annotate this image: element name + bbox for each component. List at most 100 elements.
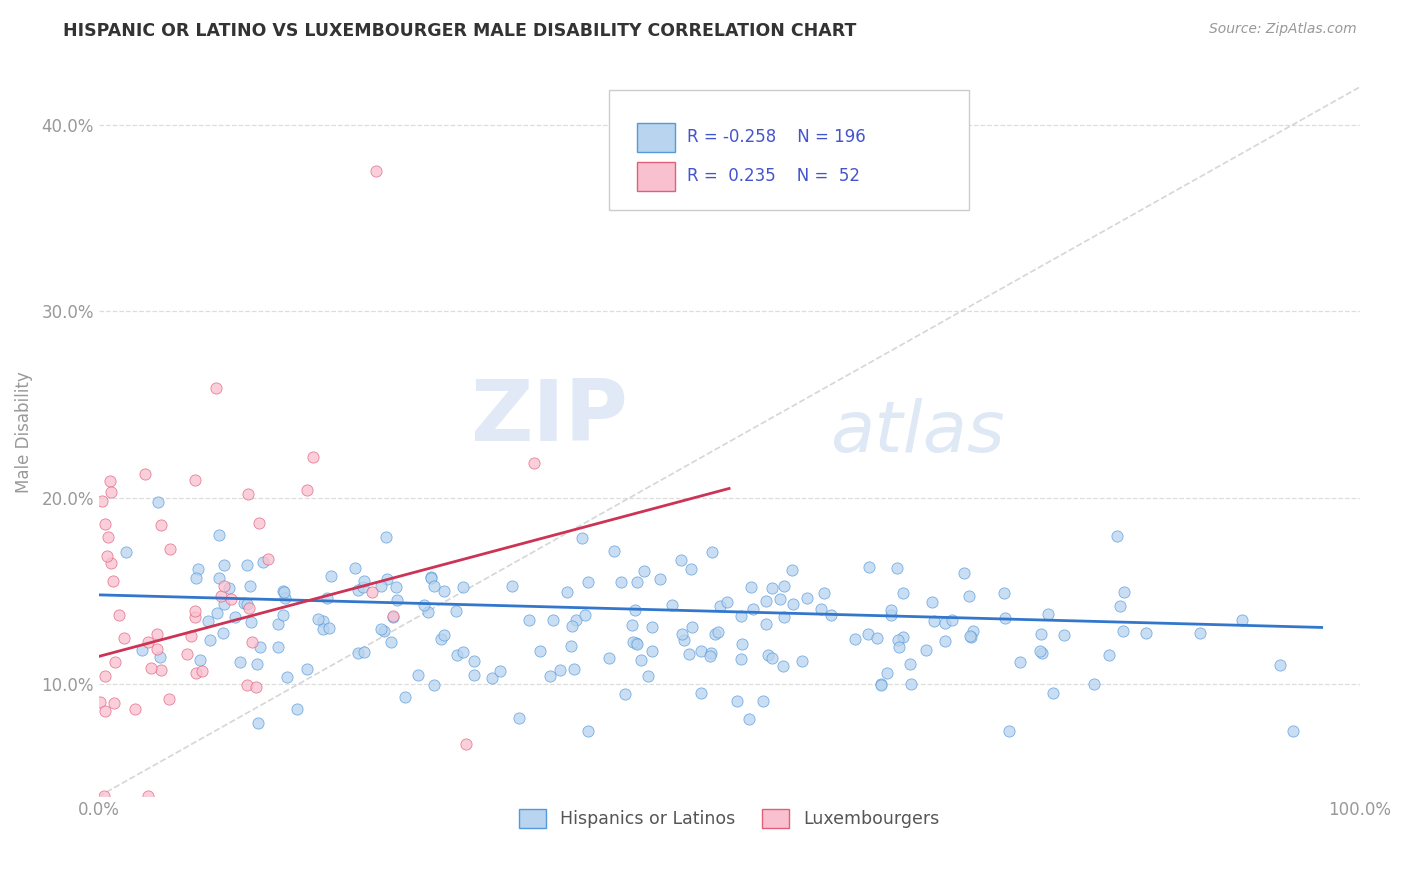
Point (782, 597, 804, 611)
Point (184, 610, 207, 624)
Point (900, 677, 922, 691)
Point (267, 640, 290, 654)
Point (610, 575, 633, 590)
Point (741, 602, 763, 616)
Point (463, 654, 485, 668)
Point (481, 671, 503, 685)
Point (98, 475, 121, 489)
Point (256, 552, 278, 566)
Point (761, 650, 783, 665)
Point (755, 617, 778, 632)
Point (247, 516, 270, 530)
Point (208, 528, 231, 542)
Point (131, 643, 153, 657)
Point (176, 648, 198, 662)
Point (285, 702, 308, 716)
Point (454, 737, 477, 751)
Point (1031, 646, 1053, 660)
Point (197, 614, 219, 628)
Point (381, 609, 404, 624)
Point (347, 646, 370, 660)
Point (412, 598, 434, 612)
Point (276, 669, 298, 683)
Point (501, 579, 523, 593)
Point (731, 637, 754, 651)
Point (994, 611, 1017, 625)
Point (922, 614, 945, 628)
Point (100, 556, 122, 570)
Point (562, 662, 585, 676)
Point (297, 483, 319, 498)
Y-axis label: Male Disability: Male Disability (15, 372, 32, 493)
Point (1042, 686, 1064, 700)
Point (446, 604, 468, 618)
Point (886, 561, 908, 575)
Point (381, 610, 404, 624)
Point (1111, 624, 1133, 638)
Point (548, 663, 571, 677)
Point (136, 634, 159, 648)
Point (139, 661, 162, 675)
Point (419, 570, 441, 584)
Point (430, 632, 453, 647)
Point (880, 607, 903, 622)
Point (200, 632, 222, 647)
Point (208, 571, 231, 585)
Point (186, 571, 208, 585)
Point (451, 580, 474, 594)
Point (1029, 626, 1052, 640)
Point (761, 581, 783, 595)
Point (716, 594, 738, 608)
Point (408, 667, 430, 681)
Point (374, 530, 396, 544)
Point (641, 643, 664, 657)
Point (97, 530, 120, 544)
Point (236, 678, 259, 692)
Text: HISPANIC OR LATINO VS LUXEMBOURGER MALE DISABILITY CORRELATION CHART: HISPANIC OR LATINO VS LUXEMBOURGER MALE … (63, 22, 856, 40)
Point (184, 665, 207, 680)
Point (150, 663, 173, 677)
Point (232, 597, 254, 611)
Point (820, 608, 842, 623)
Point (934, 633, 956, 648)
Point (702, 545, 724, 559)
Text: atlas: atlas (830, 398, 1004, 467)
Point (204, 380, 226, 394)
Point (934, 615, 956, 630)
Point (385, 580, 408, 594)
Point (858, 559, 880, 574)
Point (364, 164, 387, 178)
Point (114, 545, 136, 559)
Point (1008, 655, 1031, 669)
Point (993, 586, 1015, 600)
Point (790, 654, 813, 668)
Point (703, 627, 725, 641)
Point (630, 652, 652, 666)
Point (149, 650, 172, 665)
Point (690, 644, 713, 658)
Point (1098, 648, 1121, 663)
Point (959, 629, 981, 643)
Point (690, 686, 713, 700)
Point (538, 669, 561, 683)
Point (921, 595, 943, 609)
Point (960, 630, 983, 644)
Point (361, 585, 384, 599)
Point (740, 580, 762, 594)
Point (523, 456, 546, 470)
Point (433, 628, 456, 642)
Point (555, 585, 578, 599)
Point (565, 613, 588, 627)
Text: R = -0.258    N = 196: R = -0.258 N = 196 (688, 128, 866, 146)
Point (103, 696, 125, 710)
Point (962, 624, 984, 638)
Point (353, 644, 375, 658)
Text: R =  0.235    N =  52: R = 0.235 N = 52 (688, 167, 860, 185)
Point (574, 607, 596, 622)
Bar (637, 123, 675, 153)
Point (752, 694, 775, 708)
Point (136, 789, 159, 804)
Point (271, 583, 294, 598)
Point (626, 637, 648, 651)
Point (242, 634, 264, 648)
